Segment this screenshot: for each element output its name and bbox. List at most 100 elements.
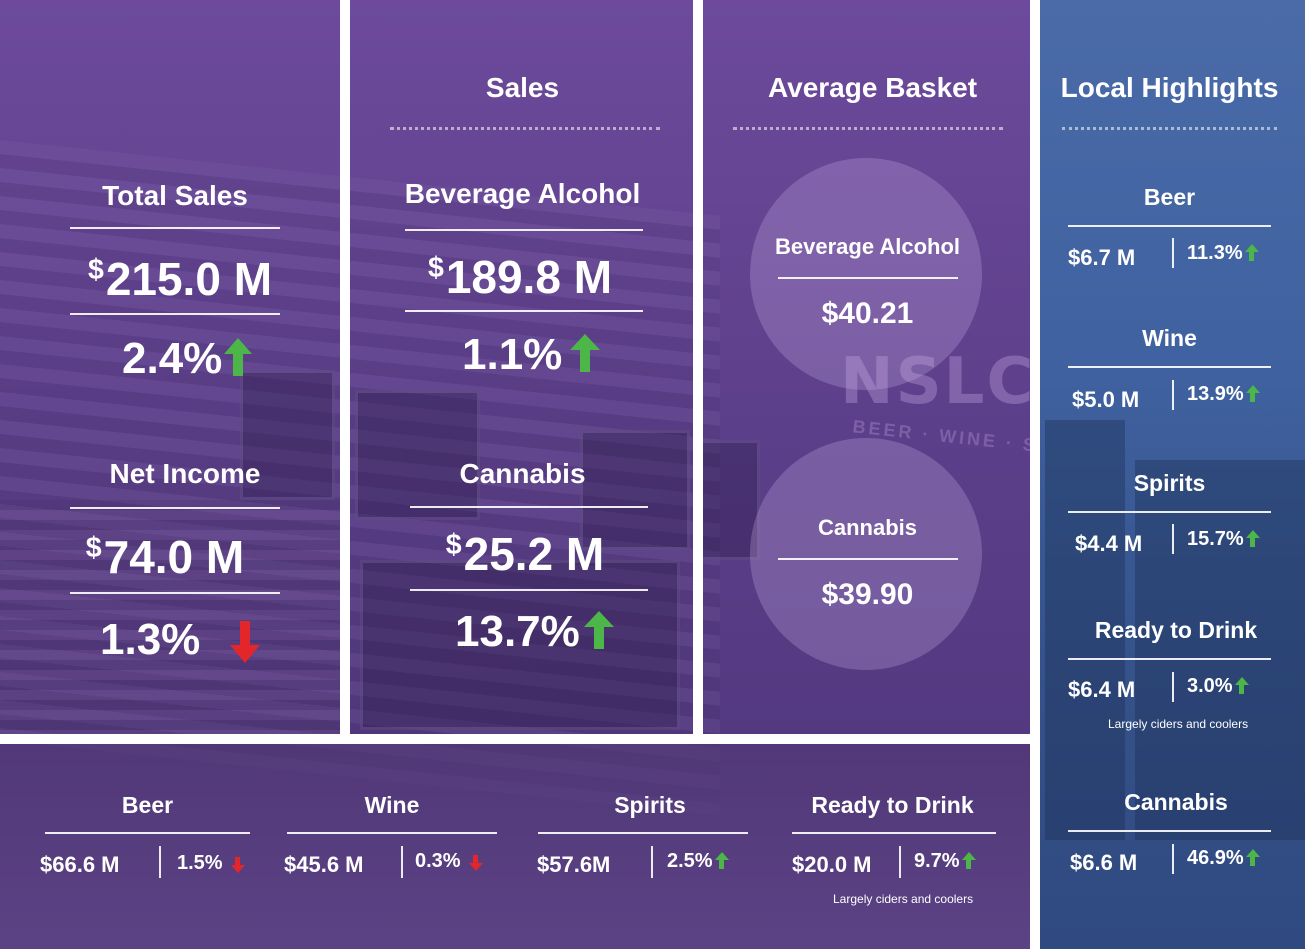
divider: [45, 832, 250, 834]
arrow-up-icon: [570, 334, 601, 372]
local-ready-to-drink-note: Largely ciders and coolers: [1108, 717, 1249, 731]
divider: [340, 0, 350, 735]
arrow-up-icon: [583, 611, 614, 649]
divider: [792, 832, 996, 834]
divider: [70, 313, 280, 315]
net-income-value: $74.0 M: [85, 531, 245, 583]
arrow-up-icon: [961, 852, 976, 869]
divider: [1068, 225, 1271, 227]
local-spirits-label: Spirits: [1133, 470, 1206, 496]
divider: [899, 846, 901, 878]
basket-beverage-alcohol-value: $40.21: [821, 297, 914, 330]
category-beer-label: Beer: [121, 792, 174, 818]
arrow-up-icon: [1245, 530, 1260, 547]
sales-cannabis-change: 13.7%: [455, 607, 614, 657]
local-cannabis-value: $6.6 M: [1070, 850, 1138, 875]
arrow-up-icon: [714, 852, 729, 869]
sales-cannabis-label: Cannabis: [459, 458, 586, 489]
store-logo: NSLC: [840, 345, 1036, 419]
store-window: [360, 560, 680, 730]
arrow-down-icon: [230, 857, 245, 873]
stone-facade: [0, 500, 345, 740]
local-spirits-change: 15.7%: [1187, 528, 1260, 551]
local-ready-to-drink-change: 3.0%: [1187, 675, 1249, 698]
local-ready-to-drink-value: $6.4 M: [1068, 677, 1136, 702]
total-sales-value: $215.0 M: [87, 253, 273, 305]
divider: [287, 832, 497, 834]
local-beer-label: Beer: [1143, 184, 1196, 210]
total-sales-label: Total Sales: [102, 180, 248, 211]
category-spirits-label: Spirits: [614, 792, 686, 818]
arrow-up-icon: [1244, 244, 1259, 261]
total-sales-change: 2.4%: [122, 334, 253, 384]
divider: [1068, 658, 1271, 660]
divider: [1172, 380, 1174, 410]
divider: [70, 507, 280, 509]
arrow-down-icon: [230, 621, 261, 663]
category-spirits-value: $57.6M: [537, 852, 611, 877]
dotted-divider: [390, 127, 660, 130]
divider: [410, 506, 648, 508]
arrow-up-icon: [1245, 385, 1260, 402]
basket-circle: [750, 158, 982, 390]
category-spirits-change: 2.5%: [667, 850, 729, 873]
local-cannabis-change: 46.9%: [1187, 847, 1260, 870]
building-silhouette: [1045, 420, 1125, 840]
category-ready-to-drink-change: 9.7%: [914, 850, 976, 873]
sales-beverage-alcohol-value: $189.8 M: [427, 251, 613, 303]
divider: [778, 277, 958, 279]
divider: [0, 734, 1030, 744]
divider: [405, 310, 643, 312]
local-spirits-value: $4.4 M: [1075, 531, 1143, 556]
building-silhouette: [1135, 460, 1305, 840]
divider: [1172, 238, 1174, 268]
local-wine-change: 13.9%: [1187, 383, 1260, 406]
store-window: [240, 370, 335, 500]
net-income-change: 1.3%: [100, 615, 261, 665]
divider: [70, 592, 280, 594]
category-ready-to-drink-label: Ready to Drink: [811, 792, 974, 818]
divider: [1068, 511, 1271, 513]
sales-cannabis-value: $25.2 M: [445, 528, 605, 580]
dotted-divider: [733, 127, 1003, 130]
category-ready-to-drink-note: Largely ciders and coolers: [833, 892, 974, 906]
arrow-up-icon: [224, 338, 253, 376]
category-wine-change: 0.3%: [415, 850, 483, 873]
basket-circle: [750, 438, 982, 670]
category-wine-value: $45.6 M: [284, 852, 364, 877]
average-basket-heading: Average Basket: [767, 72, 978, 103]
basket-beverage-alcohol-label: Beverage Alcohol: [774, 234, 961, 259]
divider: [1172, 524, 1174, 554]
divider: [693, 0, 703, 735]
local-wine-label: Wine: [1142, 325, 1197, 351]
category-beer-change: 1.5%: [177, 852, 245, 875]
local-highlights-heading: Local Highlights: [1060, 72, 1279, 103]
local-wine-value: $5.0 M: [1072, 387, 1140, 412]
divider: [159, 846, 161, 878]
divider: [1172, 672, 1174, 702]
local-beer-value: $6.7 M: [1068, 245, 1136, 270]
store-window: [580, 430, 690, 550]
arrow-down-icon: [468, 855, 483, 871]
local-cannabis-label: Cannabis: [1124, 789, 1228, 815]
divider: [1068, 830, 1271, 832]
net-income-label: Net Income: [109, 458, 261, 489]
arrow-up-icon: [1234, 677, 1249, 694]
basket-cannabis-label: Cannabis: [817, 515, 918, 540]
basket-cannabis-value: $39.90: [821, 578, 914, 611]
category-ready-to-drink-value: $20.0 M: [792, 852, 872, 877]
local-ready-to-drink-label: Ready to Drink: [1094, 617, 1258, 643]
arrow-up-icon: [1245, 849, 1260, 866]
divider: [410, 589, 648, 591]
category-wine-label: Wine: [364, 792, 420, 818]
dotted-divider: [1062, 127, 1277, 130]
store-window: [355, 390, 480, 520]
divider: [538, 832, 748, 834]
category-beer-value: $66.6 M: [40, 852, 120, 877]
divider: [401, 846, 403, 878]
sidewalk: [0, 740, 1040, 949]
sales-beverage-alcohol-label: Beverage Alcohol: [404, 178, 641, 209]
divider: [1068, 366, 1271, 368]
divider: [778, 558, 958, 560]
divider: [1172, 844, 1174, 874]
